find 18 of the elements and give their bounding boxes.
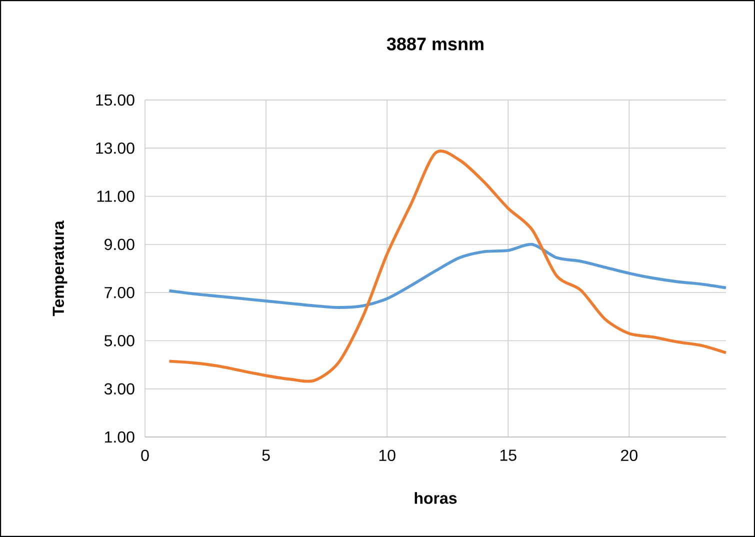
y-tick-label: 15.00	[96, 94, 134, 106]
line-series	[168, 242, 728, 309]
y-tick-label: 9.00	[104, 238, 134, 250]
x-tick-label: 15	[500, 450, 516, 461]
x-tick-label: 0	[141, 450, 149, 462]
x-tick-label: 20	[621, 450, 638, 462]
line-series	[168, 150, 728, 383]
y-tick-label: 11.00	[97, 190, 134, 202]
chart-title: 3887 msnm	[386, 38, 484, 50]
y-tick-label: 7.00	[104, 286, 134, 298]
x-tick-label: 10	[379, 450, 396, 462]
x-tick-label: 5	[262, 450, 270, 461]
x-axis-title: horas	[414, 492, 457, 504]
y-tick-label: 3.00	[104, 383, 134, 395]
y-tick-label: 13.00	[96, 142, 134, 154]
y-axis-title: Temperatura	[52, 220, 68, 316]
y-tick-label: 5.00	[104, 335, 134, 346]
y-tick-label: 1.00	[105, 431, 134, 443]
